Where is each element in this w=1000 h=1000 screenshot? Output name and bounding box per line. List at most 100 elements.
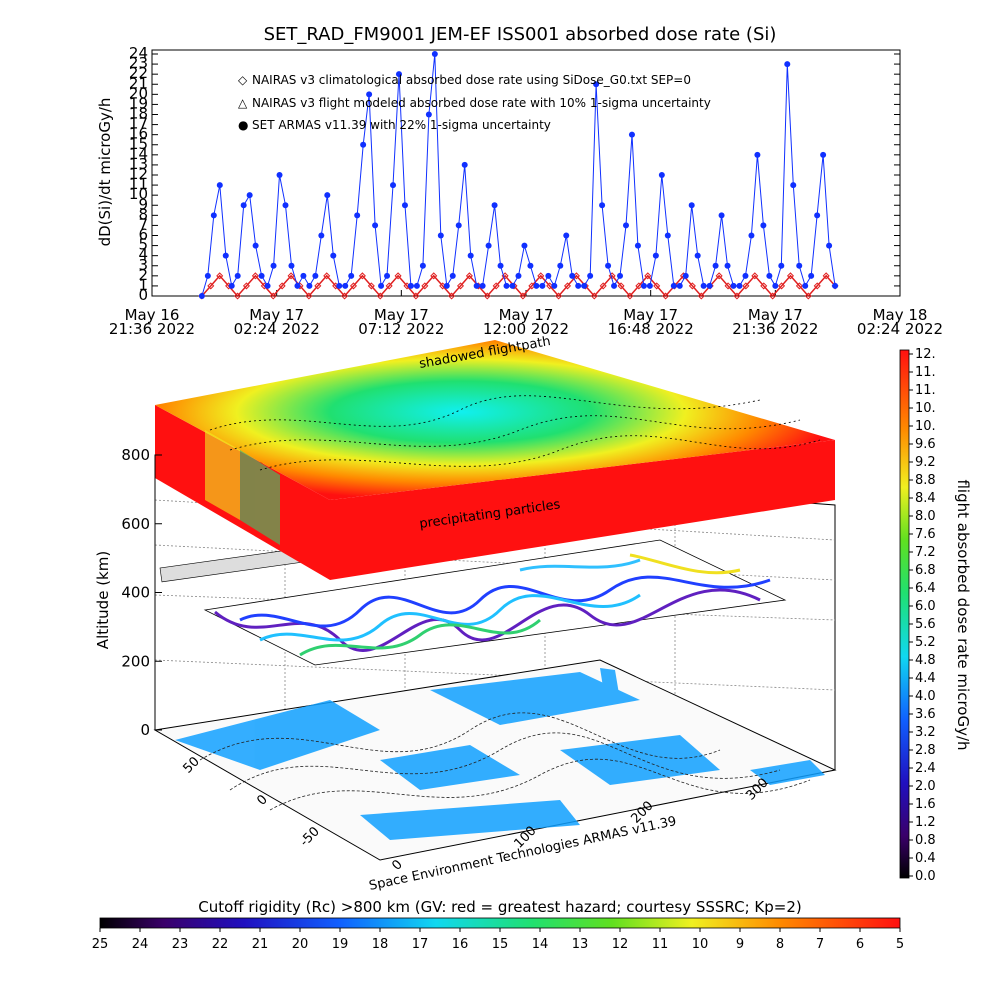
- z-axis-ticks: 0 200 400 600 800: [121, 446, 162, 739]
- legend-label-nairas-flight: NAIRAS v3 flight modeled absorbed dose r…: [252, 96, 711, 110]
- set-armas-point: [390, 182, 397, 189]
- set-armas-point: [760, 222, 767, 229]
- rigidity-tick-label: 14: [532, 937, 549, 952]
- colorbar-tick-label: 9.6: [915, 437, 936, 452]
- x-tick-time: 02:24 2022: [857, 320, 943, 338]
- colorbar-tick-label: 3.2: [915, 725, 936, 740]
- legend-label-nairas-climatological: NAIRAS v3 climatological absorbed dose r…: [252, 73, 691, 87]
- colorbar-tick-label: 0.8: [915, 833, 936, 848]
- nairas-climatological-point: [287, 272, 295, 280]
- nairas-climatological-point: [733, 292, 741, 300]
- nairas-climatological-point: [742, 282, 750, 290]
- set-armas-point: [628, 131, 635, 138]
- rigidity-tick-label: 7: [816, 937, 824, 952]
- nairas-climatological-point: [412, 292, 420, 300]
- latitude-tick-label: 50: [181, 754, 203, 776]
- z-tick-label: 800: [121, 446, 150, 464]
- x-tick-time: 02:24 2022: [234, 320, 320, 338]
- set-armas-point: [300, 272, 307, 279]
- colorbar-tick-label: 5.6: [915, 617, 936, 632]
- time-series-y-axis-label: dD(Si)/dt microGy/h: [96, 98, 114, 247]
- nairas-climatological-point: [269, 292, 277, 300]
- set-armas-point: [360, 141, 367, 148]
- colorbar-tick-label: 1.6: [915, 797, 936, 812]
- dose-rate-colorbar-fill: [899, 349, 910, 879]
- set-armas-point: [527, 262, 534, 269]
- slab-side-gradient: [205, 430, 280, 545]
- y-tick-label: 22: [129, 64, 148, 82]
- y-tick-label: 10: [129, 185, 148, 203]
- y-tick-label: 0: [138, 286, 148, 304]
- colorbar-tick-label: 10.: [915, 401, 936, 416]
- nairas-climatological-point: [635, 282, 643, 290]
- y-tick-label: 13: [129, 155, 148, 173]
- set-armas-point: [587, 272, 594, 279]
- set-armas-point: [599, 202, 606, 209]
- z-tick-label: 600: [121, 515, 150, 533]
- set-armas-point: [790, 182, 797, 189]
- set-armas-point: [264, 282, 271, 289]
- nairas-climatological-point: [465, 272, 473, 280]
- colorbar-tick-label: 12.: [915, 347, 936, 362]
- continents: [175, 668, 825, 840]
- set-armas-point: [832, 282, 839, 289]
- nairas-climatological-point: [822, 272, 830, 280]
- set-armas-point: [407, 282, 414, 289]
- colorbar-tick-label: 7.2: [915, 545, 936, 560]
- nairas-climatological-point: [448, 292, 456, 300]
- set-armas-point: [778, 262, 785, 269]
- set-armas-point: [622, 222, 629, 229]
- colorbar-tick-label: 8.8: [915, 473, 936, 488]
- set-armas-point: [372, 222, 379, 229]
- z-tick-label: 0: [140, 721, 150, 739]
- nairas-climatological-point: [376, 292, 384, 300]
- set-armas-point: [503, 282, 510, 289]
- colorbar-tick-label: 3.6: [915, 707, 936, 722]
- rigidity-tick-label: 9: [736, 937, 744, 952]
- colorbar-tick-label: 7.6: [915, 527, 936, 542]
- rigidity-tick-label: 17: [412, 937, 429, 952]
- rigidity-tick-label: 15: [492, 937, 509, 952]
- nairas-climatological-point: [760, 282, 768, 290]
- set-armas-point: [515, 272, 522, 279]
- nairas-climatological-point: [546, 282, 554, 290]
- set-armas-point: [742, 272, 749, 279]
- nairas-climatological-point: [644, 272, 652, 280]
- set-armas-point: [384, 272, 391, 279]
- set-armas-point: [754, 151, 761, 158]
- nairas-climatological-point: [795, 282, 803, 290]
- set-armas-point: [366, 91, 373, 98]
- x-tick-time: 07:12 2022: [358, 320, 444, 338]
- nairas-climatological-point: [813, 282, 821, 290]
- colorbar-tick-label: 2.4: [915, 761, 936, 776]
- z-tick-label: 200: [121, 652, 150, 670]
- colorbar-tick-label: 0.4: [915, 851, 936, 866]
- set-armas-point: [294, 282, 301, 289]
- cutoff-rigidity-slab-front: [330, 440, 835, 580]
- rigidity-tick-label: 11: [652, 937, 669, 952]
- y-tick-label: 1: [138, 276, 148, 294]
- y-tick-label: 21: [129, 74, 148, 92]
- set-armas-point: [252, 242, 259, 249]
- set-armas-point: [634, 242, 641, 249]
- set-armas-point: [730, 282, 737, 289]
- set-armas-point: [784, 61, 791, 68]
- y-tick-label: 23: [129, 54, 148, 72]
- set-armas-point: [288, 262, 295, 269]
- nairas-climatological-point: [804, 292, 812, 300]
- colorbar-tick-label: 11.: [915, 383, 936, 398]
- set-armas-point: [611, 282, 618, 289]
- set-armas-point: [736, 282, 743, 289]
- nairas-climatological-point: [769, 292, 777, 300]
- nairas-climatological-point: [572, 272, 580, 280]
- nairas-climatological-point: [662, 292, 670, 300]
- nairas-climatological-point: [234, 292, 242, 300]
- set-armas-point: [814, 212, 821, 219]
- set-armas-point: [270, 262, 277, 269]
- set-armas-point: [772, 282, 779, 289]
- set-armas-point: [312, 272, 319, 279]
- set-armas-point: [724, 262, 731, 269]
- colorbar-tick-label: 0.0: [915, 869, 936, 884]
- nairas-climatological-point: [697, 292, 705, 300]
- colorbar-tick-label: 4.4: [915, 671, 936, 686]
